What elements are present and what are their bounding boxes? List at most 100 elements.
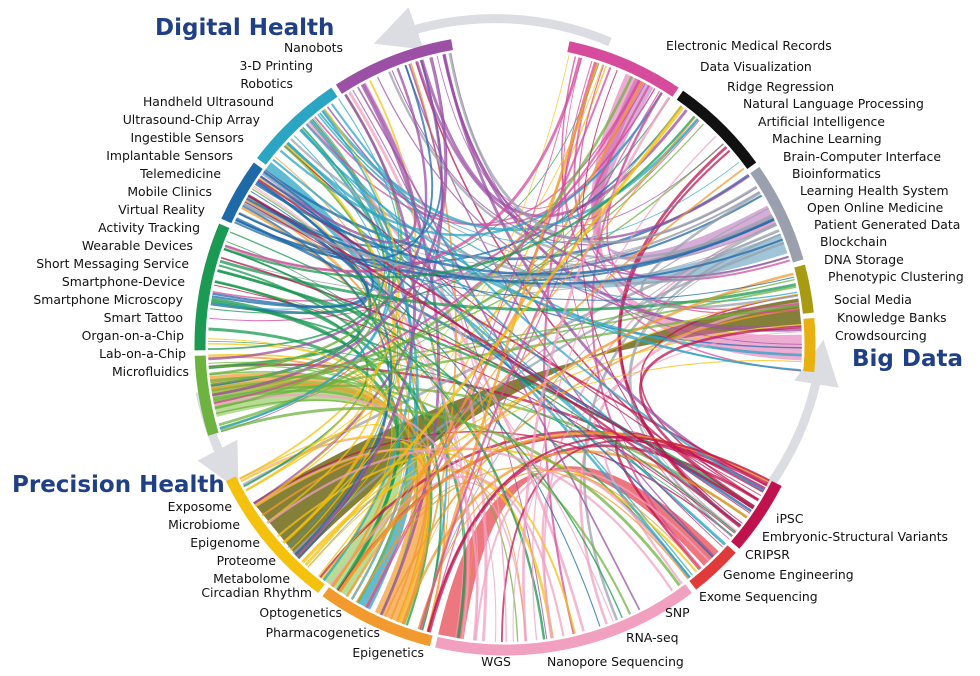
title-big-data: Big Data	[852, 346, 963, 372]
category-arc-genomics3	[731, 480, 782, 549]
label-item: Smartphone Microscopy	[33, 292, 183, 307]
chord-link	[384, 308, 800, 618]
label-item: Telemedicine	[139, 166, 221, 181]
chord-link	[242, 205, 391, 560]
label-item: Data Visualization	[700, 59, 812, 74]
chord-link	[628, 233, 782, 538]
chord-link	[357, 86, 641, 611]
chord-link	[218, 264, 442, 631]
chord-link	[304, 105, 683, 567]
label-item: RNA-seq	[626, 630, 679, 645]
chord-link	[305, 123, 742, 527]
chord-link	[591, 92, 702, 569]
chord-link	[638, 325, 802, 508]
chord-link	[287, 135, 399, 549]
chord-link	[292, 241, 785, 555]
label-item: Natural Language Processing	[743, 96, 924, 111]
label-item: Electronic Medical Records	[666, 38, 832, 53]
chord-link	[580, 69, 743, 524]
chord-link	[223, 115, 696, 279]
category-arc-bigdata4	[794, 264, 814, 314]
category-arc-bigdata5	[803, 317, 816, 373]
label-item: Knowledge Banks	[837, 310, 947, 325]
label-item: Bioinformatics	[792, 166, 881, 181]
chord-link	[296, 54, 570, 558]
chord-link	[474, 468, 710, 641]
label-item: Learning Health System	[800, 183, 949, 198]
category-arc-bigdata	[567, 41, 679, 97]
chord-link	[329, 475, 565, 637]
label-item: CRIPSR	[745, 547, 790, 562]
label-item: Exposome	[168, 499, 232, 514]
label-item: Robotics	[240, 76, 293, 91]
chord-link	[214, 145, 381, 410]
label-item: Phenotypic Clustering	[828, 269, 964, 284]
chord-link	[230, 231, 736, 533]
label-item: Short Messaging Service	[36, 256, 189, 271]
category-arc-bigdata2	[676, 90, 757, 169]
chord-link	[331, 167, 745, 587]
chord-link	[219, 110, 395, 430]
chord-link	[224, 57, 583, 273]
chord-link	[512, 331, 802, 642]
label-item: Microfluidics	[112, 364, 189, 379]
chord-link	[208, 67, 428, 361]
label-item: Lab-on-a-Chip	[99, 346, 186, 361]
chord-link	[348, 91, 488, 642]
category-arc-precision2	[322, 587, 433, 647]
chord-link	[208, 338, 393, 580]
label-item: DNA Storage	[824, 252, 904, 267]
label-item: Proteome	[217, 553, 276, 568]
chord-link	[579, 302, 800, 625]
chord-link	[290, 138, 789, 285]
chord-link	[360, 84, 441, 616]
label-item: Ingestible Sensors	[130, 130, 244, 145]
chord-link	[356, 482, 527, 642]
label-item: Handheld Ultrasound	[143, 94, 274, 109]
category-arc-digital2	[257, 87, 338, 165]
chord-link	[213, 123, 704, 401]
chord-link	[427, 91, 661, 633]
chord-link	[417, 469, 700, 630]
chord-ribbon	[438, 466, 719, 640]
label-item: Epigenome	[190, 535, 260, 550]
label-item: Optogenetics	[259, 605, 342, 620]
chord-link	[531, 135, 717, 641]
chord-link	[210, 97, 671, 314]
arrow-bigdata-to-digital	[373, 7, 612, 50]
label-item: Nanopore Sequencing	[547, 654, 684, 669]
label-item: Metabolome	[213, 571, 290, 586]
label-item: Smartphone-Device	[62, 274, 185, 289]
category-arc-digital5	[194, 355, 219, 436]
category-arc-digital	[335, 39, 453, 94]
chord-link	[561, 56, 801, 372]
chord-link	[279, 92, 663, 237]
category-arc-digital3	[221, 162, 263, 224]
chord-link	[564, 60, 700, 221]
chord-link	[254, 177, 382, 506]
chord-link	[319, 112, 740, 244]
label-item: Patient Generated Data	[814, 217, 960, 232]
chord-ribbon	[210, 380, 404, 597]
category-arc-genomics2	[689, 545, 736, 590]
label-item: Nanobots	[284, 40, 343, 55]
chord-link	[266, 447, 674, 592]
label-item: Brain-Computer Interface	[783, 149, 941, 164]
label-item: Artificial Intelligence	[758, 114, 885, 129]
label-item: Open Online Medicine	[807, 200, 943, 215]
label-item: Genome Engineering	[723, 567, 854, 582]
label-item: iPSC	[776, 511, 803, 526]
label-item: Social Media	[834, 292, 912, 307]
title-digital-health: Digital Health	[155, 15, 334, 41]
label-item: Organ-on-a-Chip	[82, 328, 185, 343]
label-item: Epigenetics	[352, 645, 424, 660]
chord-link	[448, 52, 758, 244]
category-arc-genomics	[435, 584, 692, 656]
chord-link	[365, 57, 580, 608]
label-item: Ridge Regression	[727, 79, 834, 94]
chord-link	[239, 423, 385, 543]
chord-links	[207, 52, 802, 643]
title-precision-health: Precision Health	[12, 472, 225, 498]
chord-link	[213, 79, 641, 405]
